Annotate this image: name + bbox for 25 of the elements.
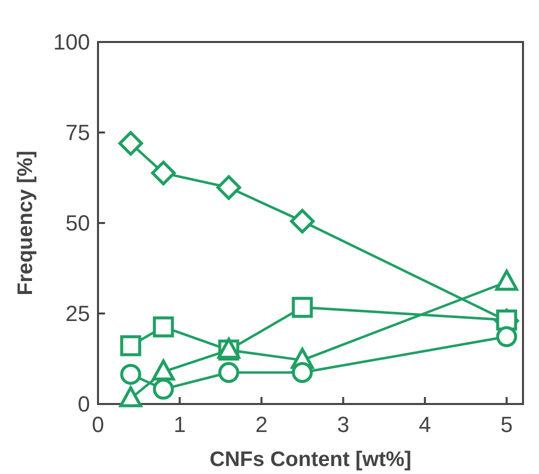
point (120, 364, 142, 385)
point (218, 362, 240, 384)
y-tick-label: 50 (66, 210, 90, 236)
point (151, 160, 176, 186)
y-tick-label: 0 (78, 392, 90, 417)
point (496, 310, 518, 331)
x-tick-label: 5 (500, 412, 513, 437)
x-axis-title: CNFs Content [wt%] (210, 448, 412, 471)
y-axis-title: Frequency [%] (14, 150, 37, 296)
point (120, 335, 142, 356)
point (292, 296, 313, 318)
point (118, 131, 143, 156)
y-tick-label: 100 (53, 30, 90, 55)
point (216, 175, 242, 200)
x-tick-label: 1 (174, 412, 186, 437)
point (292, 362, 313, 384)
y-tick-label: 25 (66, 301, 90, 326)
point (152, 316, 174, 338)
x-tick-label: 4 (418, 412, 432, 437)
point (152, 378, 174, 400)
point (290, 208, 315, 234)
x-tick-label: 2 (255, 412, 268, 437)
y-tick-label: 75 (66, 120, 90, 146)
x-tick-label: 3 (337, 412, 350, 437)
point (496, 326, 518, 348)
